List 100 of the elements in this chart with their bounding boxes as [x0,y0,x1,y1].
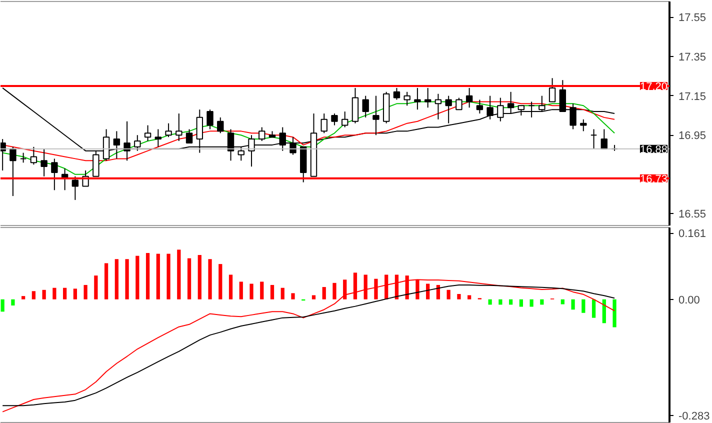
bar [426,284,430,300]
bar [228,274,233,300]
y-tick-label: 16.95 [678,130,706,142]
candlestick [404,91,410,106]
y-tick-label: 17.55 [678,12,706,24]
candlestick [154,128,162,148]
bar [291,293,295,300]
candlestick [134,134,141,152]
bar [270,284,274,300]
bar [612,299,616,328]
ref-line-label: 16.88 [640,144,668,156]
bar [540,299,544,305]
candlestick [51,158,58,191]
bar [114,259,118,300]
candlestick [124,120,130,162]
candlestick [507,91,514,114]
bar [488,299,492,305]
bar [208,259,212,300]
bar [530,299,534,307]
candlestick [570,103,576,130]
bar [250,284,254,300]
bar [62,288,67,300]
candlestick [414,87,421,110]
candlestick [476,99,484,114]
candlestick [165,122,172,138]
bar [84,284,88,300]
bar [498,299,502,305]
bar [32,291,36,300]
bar [560,299,564,304]
bar [322,287,326,300]
candlestick [0,138,6,171]
candlestick [342,111,348,128]
bar [260,282,264,300]
bar [198,255,202,300]
candlestick [30,146,38,166]
candlestick [548,78,556,102]
bar [104,263,108,300]
candlestick [217,116,224,134]
ref-line-label: 16.73 [640,173,668,186]
bar [436,284,440,300]
bar [602,299,606,324]
candlestick [456,97,462,110]
bar [177,250,181,300]
y-tick-label: 0.161 [678,228,706,240]
bar [446,290,450,300]
bar [508,299,513,305]
candlestick [486,95,494,120]
candlestick [600,128,608,150]
bar [22,296,26,300]
candlestick [331,113,338,126]
bar [0,299,4,312]
bar [125,259,129,300]
bar [592,299,596,318]
candlestick [538,95,546,112]
bar [571,299,575,310]
bar [187,258,192,300]
bar [11,299,15,306]
candlestick [10,146,16,197]
candlestick [434,93,442,120]
candlestick [466,87,473,108]
candlestick [186,128,193,144]
candlestick [176,113,182,142]
candlestick [258,126,266,142]
y-tick-label: 17.15 [678,90,706,103]
bar [332,282,336,300]
bar [582,299,586,313]
candlestick [424,87,432,108]
candlestick [497,97,504,122]
y-tick-label: 0.00 [678,294,700,306]
candlestick [72,176,79,200]
bar [73,288,77,300]
candlestick [206,109,214,130]
candlestick [445,95,452,124]
candlestick [528,101,535,118]
bar [52,288,56,300]
ref-line-label: 17.20 [640,80,668,93]
candlestick [352,87,359,124]
y-tick-label: 17.35 [678,52,706,64]
bar [457,294,461,300]
bar [156,254,160,300]
candlestick [372,95,380,136]
bar [42,290,46,300]
candlestick [320,113,328,134]
bar [280,288,284,300]
candlestick [362,95,369,118]
bar [136,256,140,300]
candlestick [590,128,598,150]
y-tick-label: 16.55 [678,208,706,221]
candlestick [40,148,48,177]
bar [519,299,523,307]
candlestick [518,105,525,116]
y-tick-label: -0.283 [678,410,710,423]
bar [468,295,472,300]
bar [312,295,316,300]
bar [146,252,150,300]
bar [218,264,222,300]
candlestick [144,124,152,142]
candlestick [393,87,400,100]
bar [239,282,243,300]
candlestick [20,152,27,164]
